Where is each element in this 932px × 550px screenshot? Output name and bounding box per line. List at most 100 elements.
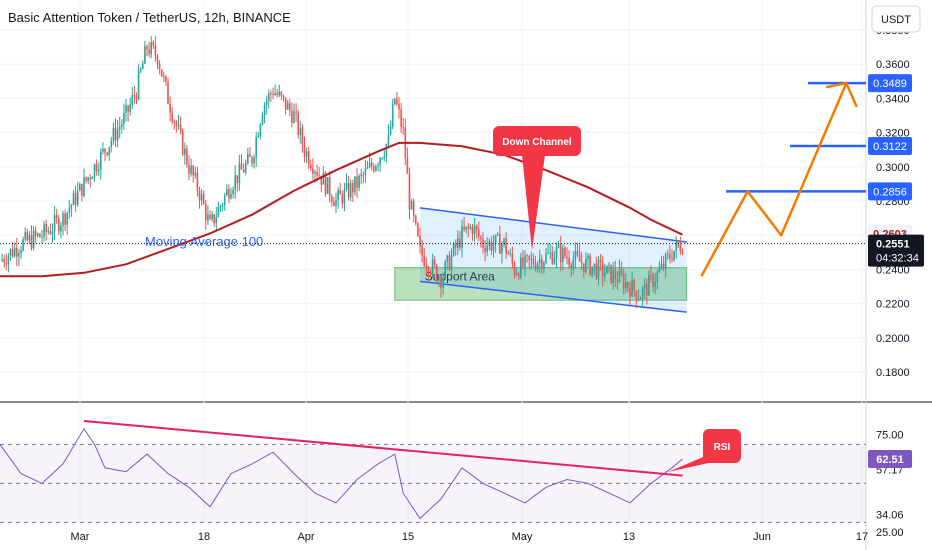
candle xyxy=(681,248,684,255)
candle-body xyxy=(637,298,640,300)
candle xyxy=(133,85,136,104)
candle-body xyxy=(433,259,436,265)
candle-body xyxy=(337,190,339,200)
candle xyxy=(190,158,192,177)
projection-path xyxy=(700,82,848,277)
candle-body xyxy=(452,243,455,255)
candle xyxy=(142,60,144,70)
candle xyxy=(328,171,331,203)
candle xyxy=(123,103,125,130)
candle xyxy=(503,237,505,248)
candle xyxy=(158,60,161,75)
candle xyxy=(3,254,5,268)
candle xyxy=(522,249,524,270)
candle xyxy=(278,84,281,98)
candle xyxy=(553,251,556,265)
candle-body xyxy=(354,176,356,193)
candle xyxy=(51,223,54,243)
candle-body xyxy=(297,112,299,135)
candle xyxy=(156,53,159,70)
candle-body xyxy=(442,276,444,289)
candle xyxy=(209,210,211,221)
candle xyxy=(144,40,146,64)
candle xyxy=(591,266,593,279)
candle-body xyxy=(580,261,583,264)
candle-body xyxy=(360,174,362,176)
candle xyxy=(299,120,302,144)
candle-body xyxy=(209,214,211,220)
candle-body xyxy=(524,255,526,267)
candle-body xyxy=(108,146,110,155)
candle xyxy=(188,155,190,181)
candle-body xyxy=(423,255,425,266)
candle xyxy=(274,84,276,96)
candle xyxy=(570,262,572,278)
target-level-tag xyxy=(868,136,912,155)
candle-body xyxy=(656,271,659,282)
candle-body xyxy=(116,129,119,141)
y-tick-label: 0.3200 xyxy=(876,128,910,140)
projection-arrowhead xyxy=(826,81,858,108)
candle xyxy=(595,256,598,280)
candle xyxy=(559,235,562,272)
candle-body xyxy=(41,237,43,239)
candle xyxy=(671,249,673,263)
rsi-current-tag xyxy=(868,450,912,469)
candle-body xyxy=(499,234,501,254)
candle-body xyxy=(20,250,22,254)
candle xyxy=(543,261,545,274)
candle xyxy=(244,159,247,176)
candle-body xyxy=(179,124,182,131)
candle xyxy=(194,166,197,179)
bar-countdown: 04:32:34 xyxy=(876,253,919,265)
candle xyxy=(249,146,251,158)
candle xyxy=(507,250,509,255)
candle-body xyxy=(463,226,465,230)
candle-body xyxy=(274,93,276,95)
candle-body xyxy=(85,177,87,181)
candle-body xyxy=(345,182,348,189)
candle xyxy=(501,241,503,264)
candle xyxy=(349,179,352,202)
candle-body xyxy=(284,97,287,110)
candle xyxy=(202,190,205,205)
candle xyxy=(576,243,579,257)
candle xyxy=(446,254,449,271)
candle-body xyxy=(131,94,134,105)
candle xyxy=(509,248,512,257)
candle-body xyxy=(320,175,323,185)
candle-body xyxy=(196,172,199,191)
candle-body xyxy=(562,248,564,263)
candle-body xyxy=(526,255,528,257)
candle xyxy=(379,157,381,173)
candle xyxy=(652,272,654,293)
current-price-label: 0.2551 xyxy=(876,239,910,251)
candle-body xyxy=(76,190,79,205)
candle-body xyxy=(370,162,373,167)
candle xyxy=(104,147,106,162)
candle-body xyxy=(148,49,150,55)
candle-body xyxy=(135,96,138,100)
candle xyxy=(475,224,478,239)
candle-body xyxy=(169,104,171,113)
candle-body xyxy=(658,268,661,272)
candle xyxy=(375,164,377,173)
candle-body xyxy=(177,124,180,126)
candle-body xyxy=(205,203,207,221)
candle-body xyxy=(217,207,220,217)
candle xyxy=(656,269,659,290)
currency-button[interactable]: USDT xyxy=(871,5,921,33)
candle xyxy=(114,118,117,148)
candle-body xyxy=(608,264,610,266)
candle xyxy=(423,247,425,268)
candle xyxy=(64,209,66,231)
candle xyxy=(356,167,358,198)
candle xyxy=(74,185,77,212)
candle-body xyxy=(459,238,461,248)
candle-body xyxy=(534,264,537,270)
candle xyxy=(345,173,348,192)
candle-body xyxy=(551,252,554,264)
candle xyxy=(385,143,388,163)
candle xyxy=(532,253,535,268)
candle-body xyxy=(536,263,539,270)
